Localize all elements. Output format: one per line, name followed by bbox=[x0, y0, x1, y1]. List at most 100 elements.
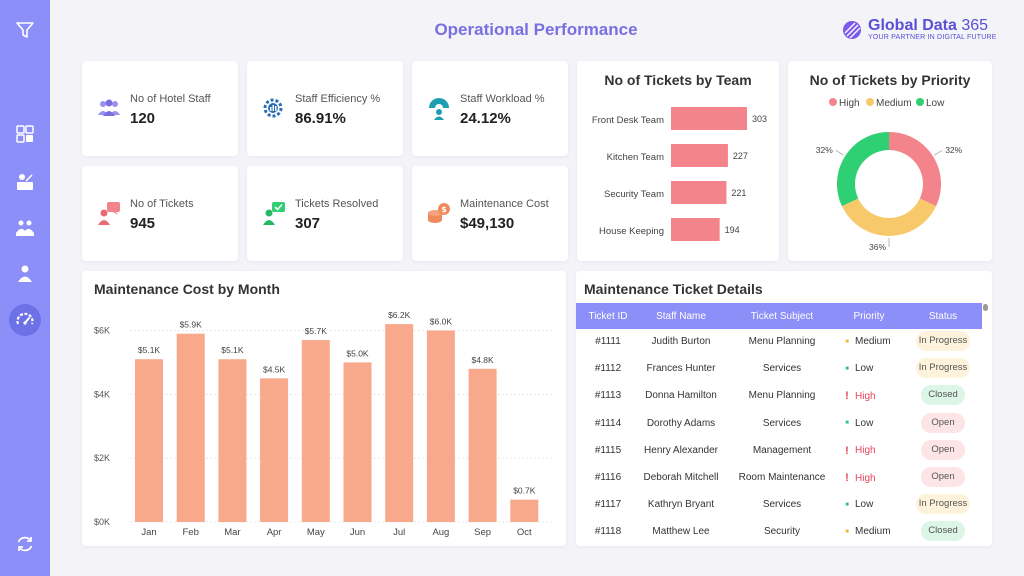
col-staff-name[interactable]: Staff Name bbox=[656, 311, 706, 322]
tickets-by-priority-title: No of Tickets by Priority bbox=[809, 72, 971, 88]
priority-cell: ■ Low bbox=[844, 418, 873, 429]
staff-name-cell: Deborah Mitchell bbox=[643, 472, 719, 483]
tickets-by-team-chart: Front Desk Team 303 Kitchen Team 227 Securit… bbox=[592, 107, 767, 241]
page-title: Operational Performance bbox=[434, 20, 638, 39]
filter-icon bbox=[16, 22, 34, 38]
table-row[interactable]: #1115 Henry Alexander Management! High Open bbox=[576, 437, 982, 464]
nav-presentation-button[interactable] bbox=[9, 166, 41, 198]
team-bar[interactable] bbox=[671, 218, 720, 241]
nav-overview-button[interactable] bbox=[9, 118, 41, 150]
table-row[interactable]: #1116 Deborah Mitchell Room Maintenance! Hi… bbox=[576, 464, 982, 491]
priority-cell: ■ Low bbox=[844, 363, 873, 374]
table-row[interactable]: #1113 Donna Hamilton Menu Planning! High Clo… bbox=[576, 382, 982, 409]
table-row[interactable]: #1118 Matthew Lee Security ■ Medium Closed bbox=[576, 518, 982, 545]
nav-operations-button[interactable] bbox=[9, 304, 41, 336]
table-row[interactable]: #1112 Frances Hunter Services ■ Low In Progre… bbox=[576, 355, 982, 382]
cost-by-month-chart: $0K $2K $4K $6K $5.1K Jan $5.9K Feb $5.1K Mar $4.5… bbox=[94, 310, 552, 538]
y-tick-label: $4K bbox=[94, 389, 110, 399]
brand-logo: Global Data 365 YOUR PARTNER IN DIGITAL … bbox=[842, 18, 997, 41]
priority-text: High bbox=[855, 445, 876, 457]
table-row[interactable]: #1111 Judith Burton Menu Planning ■ Medium In… bbox=[576, 328, 982, 355]
cost-value-label: $4.8K bbox=[471, 355, 494, 365]
status-badge: In Progress bbox=[916, 358, 970, 379]
user-icon bbox=[18, 265, 32, 282]
priority-slice[interactable] bbox=[889, 132, 941, 207]
x-tick-label: Mar bbox=[224, 527, 240, 538]
cost-bar[interactable] bbox=[426, 330, 455, 523]
cost-bar[interactable] bbox=[385, 324, 414, 522]
legend-label: Medium bbox=[876, 98, 912, 109]
team-category-label: Security Team bbox=[604, 189, 664, 200]
priority-marker-icon: ■ bbox=[845, 338, 849, 345]
ticket-id-cell: #1112 bbox=[594, 363, 622, 375]
efficiency-gear-icon bbox=[263, 98, 283, 118]
team-bar[interactable] bbox=[671, 181, 727, 204]
staff-name-cell: Matthew Lee bbox=[652, 526, 710, 538]
kpi-label: Staff Workload % bbox=[460, 93, 545, 105]
ticket-id-cell: #1115 bbox=[594, 444, 622, 456]
filter-button[interactable] bbox=[9, 14, 41, 46]
kpi-label: No of Tickets bbox=[130, 198, 194, 210]
slice-value-label: 32% bbox=[945, 145, 962, 155]
status-badge: In Progress bbox=[916, 331, 970, 351]
cost-by-month-card: Maintenance Cost by Month $0K $2K $4K $6K $5… bbox=[82, 271, 566, 546]
legend-label: High bbox=[839, 98, 860, 109]
team-category-label: Front Desk Team bbox=[592, 115, 664, 126]
kpi-card-maintenance-cost: $ Maintenance Cost $49,130 bbox=[412, 166, 568, 261]
cost-bar[interactable] bbox=[176, 333, 205, 522]
cost-value-label: $5.1K bbox=[138, 345, 161, 355]
y-tick-label: $2K bbox=[94, 453, 110, 463]
cost-value-label: $5.9K bbox=[180, 320, 203, 330]
priority-marker-icon: ! bbox=[845, 390, 849, 403]
table-scrollbar[interactable] bbox=[983, 304, 988, 311]
cost-bar[interactable] bbox=[301, 340, 330, 522]
cost-bar[interactable] bbox=[218, 359, 247, 522]
table-row[interactable]: #1117 Kathryn Bryant Services ■ Low In Progre… bbox=[576, 491, 982, 518]
priority-slice[interactable] bbox=[837, 132, 889, 207]
kpi-value: 24.12% bbox=[460, 110, 511, 127]
priority-text: Medium bbox=[855, 526, 891, 538]
col-ticket-id[interactable]: Ticket ID bbox=[588, 311, 628, 322]
team-value-label: 221 bbox=[731, 188, 746, 198]
globe-icon bbox=[843, 20, 861, 39]
col-status[interactable]: Status bbox=[928, 311, 958, 322]
priority-cell: ■ Low bbox=[844, 499, 873, 510]
cost-bar[interactable] bbox=[343, 362, 372, 522]
cost-value-label: $5.7K bbox=[305, 326, 328, 336]
team-bar[interactable] bbox=[671, 107, 747, 130]
x-tick-label: Sep bbox=[474, 527, 491, 538]
kpi-card-tickets-resolved: Tickets Resolved 307 bbox=[247, 166, 403, 261]
refresh-button[interactable] bbox=[9, 528, 41, 560]
cost-bar[interactable] bbox=[135, 359, 163, 522]
kpi-card-staff-efficiency: Staff Efficiency % 86.91% bbox=[247, 61, 403, 156]
nav-team-button[interactable] bbox=[9, 212, 41, 244]
slice-leader-line bbox=[934, 149, 943, 156]
status-badge: Open bbox=[921, 412, 965, 433]
x-tick-label: Jan bbox=[141, 527, 156, 538]
table-row[interactable]: #1114 Dorothy Adams Services ■ Low Open bbox=[576, 410, 982, 437]
priority-marker-icon: ■ bbox=[845, 365, 849, 372]
team-bar[interactable] bbox=[671, 144, 728, 167]
cost-bar[interactable] bbox=[468, 368, 497, 522]
status-badge: Closed bbox=[921, 385, 965, 406]
priority-slice[interactable] bbox=[841, 198, 937, 236]
col-ticket-subject[interactable]: Ticket Subject bbox=[750, 311, 814, 322]
x-tick-label: May bbox=[307, 527, 325, 538]
legend-label: Low bbox=[926, 98, 945, 109]
cost-bar[interactable] bbox=[510, 499, 539, 522]
cost-bar[interactable] bbox=[260, 378, 289, 522]
resolved-check-icon bbox=[263, 202, 285, 225]
status-badge: Open bbox=[921, 467, 965, 487]
refresh-icon bbox=[17, 536, 33, 552]
tickets-by-priority-card: No of Tickets by Priority High Medium Low 3… bbox=[788, 61, 992, 261]
workload-gauge-icon bbox=[429, 98, 449, 120]
grid-icon bbox=[16, 125, 34, 143]
team-value-label: 303 bbox=[752, 114, 767, 124]
priority-marker-icon: ■ bbox=[845, 528, 849, 535]
x-tick-label: Jul bbox=[393, 527, 405, 538]
priority-text: Low bbox=[855, 363, 874, 375]
nav-staff-button[interactable] bbox=[9, 258, 41, 290]
col-priority[interactable]: Priority bbox=[853, 311, 885, 322]
brand-tagline: YOUR PARTNER IN DIGITAL FUTURE bbox=[868, 34, 997, 41]
ticket-subject-cell: Services bbox=[762, 363, 802, 375]
